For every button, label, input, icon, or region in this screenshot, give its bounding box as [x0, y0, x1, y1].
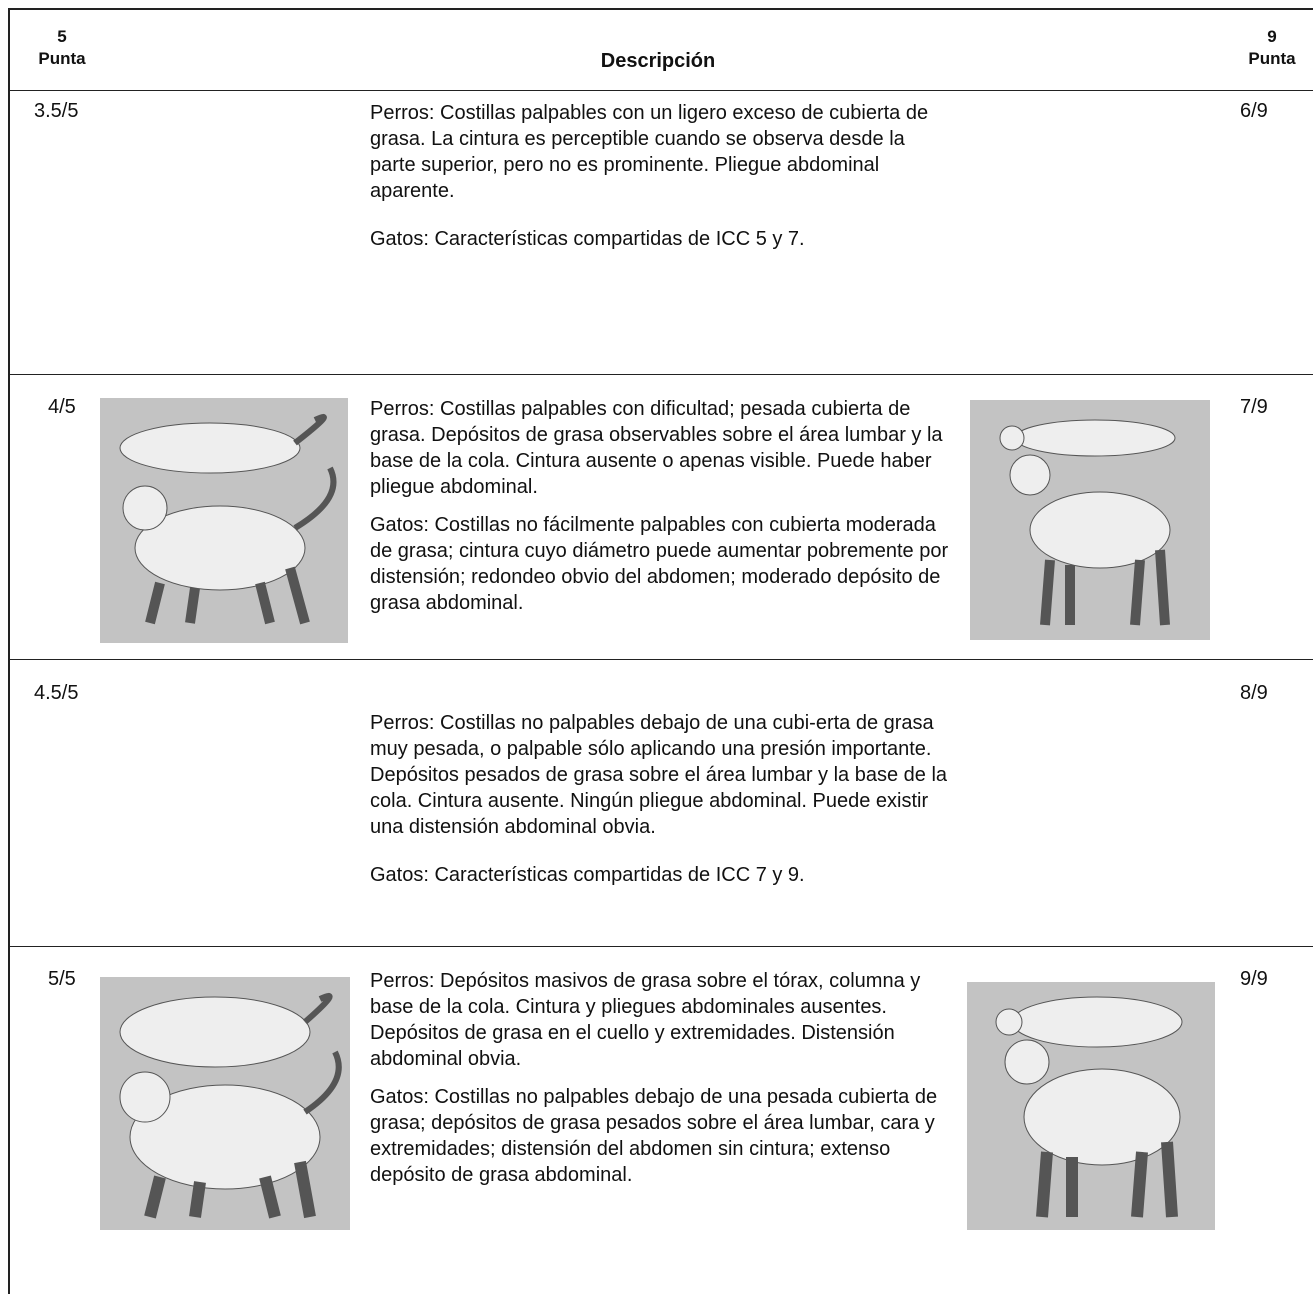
dog-illustration	[970, 400, 1210, 640]
right-score: 6/9	[1240, 100, 1268, 122]
left-score: 4.5/5	[34, 682, 79, 704]
row-rule	[8, 659, 1313, 660]
dogs-text: Perros: Costillas palpables con un liger…	[370, 102, 929, 202]
cats-text: Gatos: Costillas no palpables debajo de …	[370, 1086, 938, 1186]
right-header: 9 Punta	[1232, 26, 1312, 70]
header-number: 9	[1267, 27, 1277, 46]
left-header: 5 Punta	[22, 26, 102, 70]
description: Perros: Costillas palpables con un liger…	[370, 100, 955, 264]
cat-illustration	[100, 977, 350, 1230]
left-score: 3.5/5	[34, 100, 79, 122]
dogs-text: Perros: Costillas no palpables debajo de…	[370, 712, 948, 838]
dogs-text: Perros: Costillas palpables con dificult…	[370, 398, 943, 498]
cats-text: Gatos: Características compartidas de IC…	[370, 864, 805, 886]
header-number: 5	[57, 27, 67, 46]
cats-text: Gatos: Costillas no fácilmente palpables…	[370, 514, 949, 614]
header-label: Punta	[38, 49, 86, 68]
header-rule	[8, 90, 1313, 91]
description: Perros: Depósitos masivos de grasa sobre…	[370, 968, 955, 1200]
row-rule	[8, 946, 1313, 947]
left-score: 4/5	[48, 396, 76, 418]
top-border	[8, 8, 1313, 10]
header-label: Punta	[1248, 49, 1296, 68]
header-title: Descripción	[600, 50, 716, 72]
right-score: 8/9	[1240, 682, 1268, 704]
left-border	[8, 8, 10, 1294]
description: Perros: Costillas palpables con dificult…	[370, 396, 955, 628]
left-score: 5/5	[48, 968, 76, 990]
description: Perros: Costillas no palpables debajo de…	[370, 710, 955, 900]
cats-text: Gatos: Características compartidas de IC…	[370, 228, 805, 250]
right-score: 9/9	[1240, 968, 1268, 990]
dog-illustration	[967, 982, 1215, 1230]
row-rule	[8, 374, 1313, 375]
dogs-text: Perros: Depósitos masivos de grasa sobre…	[370, 970, 921, 1070]
right-score: 7/9	[1240, 396, 1268, 418]
cat-illustration	[100, 398, 348, 643]
